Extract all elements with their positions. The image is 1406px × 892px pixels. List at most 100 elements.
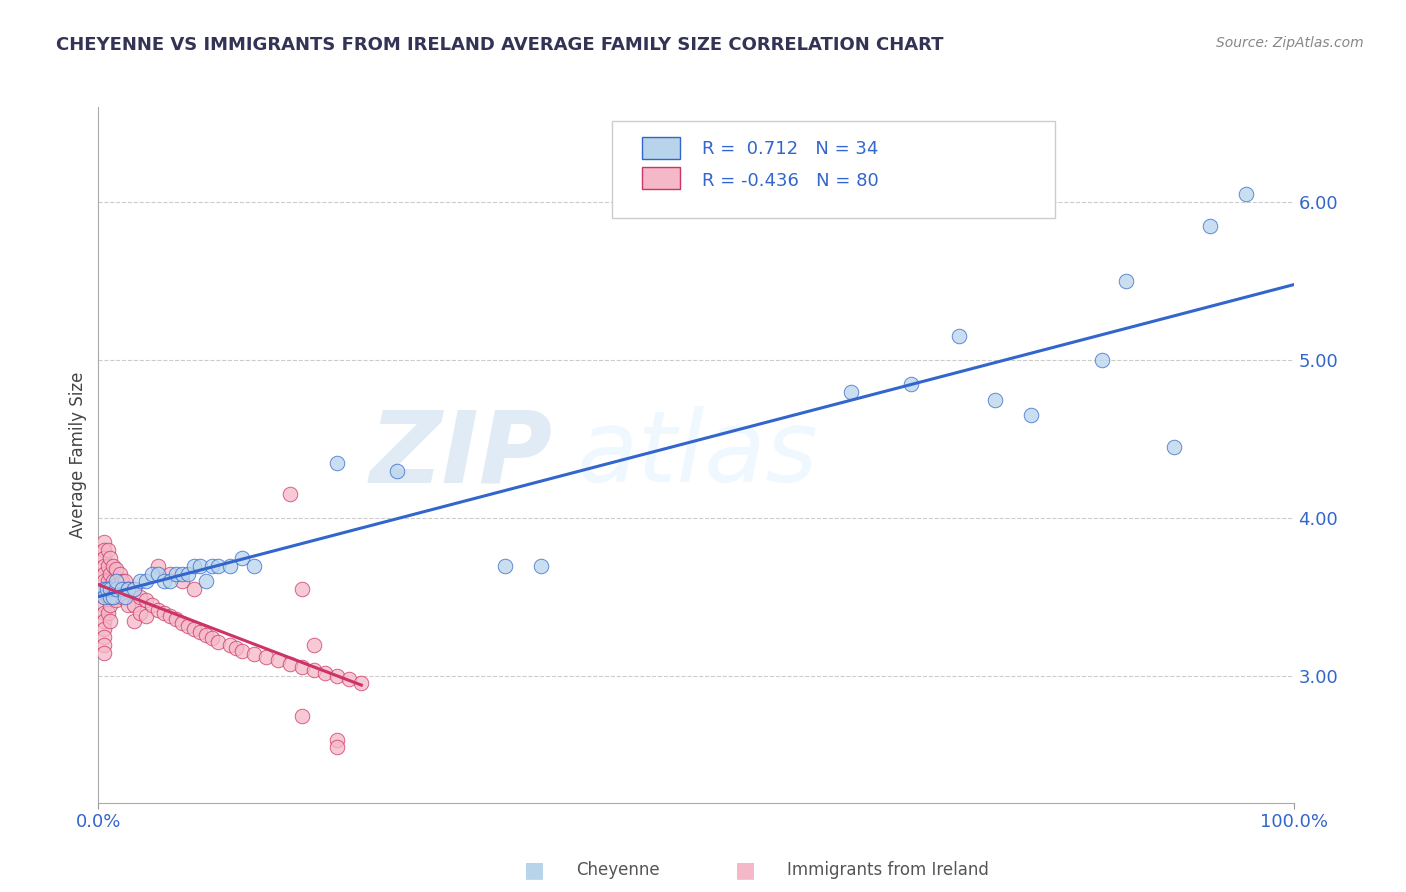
Point	[254, 650, 277, 665]
Point	[278, 487, 301, 501]
Point	[188, 558, 211, 573]
Text: Cheyenne: Cheyenne	[576, 861, 659, 879]
Point	[148, 566, 170, 581]
Point	[135, 574, 157, 589]
Text: R = -0.436   N = 80: R = -0.436 N = 80	[702, 172, 879, 190]
Point	[141, 566, 163, 581]
Point	[93, 542, 115, 557]
Point	[350, 675, 373, 690]
Point	[201, 558, 224, 573]
Point	[302, 663, 325, 677]
Text: ■: ■	[735, 860, 755, 880]
Point	[326, 740, 349, 755]
Point	[135, 609, 157, 624]
Point	[98, 591, 122, 605]
Point	[93, 591, 115, 605]
Point	[93, 638, 115, 652]
FancyBboxPatch shape	[613, 121, 1054, 219]
Point	[111, 591, 134, 605]
Point	[529, 558, 551, 573]
Point	[124, 614, 146, 628]
Point	[183, 622, 205, 636]
Point	[159, 609, 181, 624]
Point	[207, 634, 229, 648]
Point	[194, 574, 218, 589]
Point	[1019, 409, 1042, 423]
Point	[153, 606, 176, 620]
Point	[291, 708, 314, 723]
Point	[129, 591, 152, 605]
Point	[93, 574, 115, 589]
Point	[494, 558, 516, 573]
Point	[159, 566, 181, 581]
Point	[105, 582, 128, 597]
Point	[96, 582, 118, 597]
Point	[101, 558, 124, 573]
Point	[108, 566, 131, 581]
Point	[326, 456, 349, 470]
Point	[93, 606, 115, 620]
Point	[165, 612, 187, 626]
Bar	[643, 167, 681, 189]
Point	[339, 673, 360, 687]
Point	[101, 591, 124, 605]
Point	[93, 582, 115, 597]
Point	[984, 392, 1007, 407]
Point	[93, 646, 115, 660]
Point	[129, 574, 152, 589]
Point	[243, 647, 266, 661]
Point	[1115, 274, 1137, 288]
Point	[1163, 440, 1185, 454]
Point	[105, 593, 128, 607]
Point	[201, 632, 224, 646]
Point	[315, 666, 337, 681]
Point	[1091, 353, 1114, 368]
Point	[291, 582, 314, 597]
Text: atlas: atlas	[576, 407, 818, 503]
Point	[93, 566, 115, 581]
Point	[93, 591, 115, 605]
Point	[98, 614, 122, 628]
Point	[97, 558, 120, 573]
Point	[302, 638, 325, 652]
Point	[188, 625, 211, 640]
Point	[326, 669, 349, 683]
Point	[948, 329, 970, 343]
Point	[111, 574, 134, 589]
Point	[194, 628, 218, 642]
Point	[117, 598, 139, 612]
Point	[243, 558, 266, 573]
Point	[219, 638, 242, 652]
Point	[135, 593, 157, 607]
Point	[93, 550, 115, 565]
Point	[98, 566, 122, 581]
Point	[114, 574, 136, 589]
Point	[98, 550, 122, 565]
Point	[108, 582, 131, 597]
Point	[231, 550, 253, 565]
Text: Source: ZipAtlas.com: Source: ZipAtlas.com	[1216, 36, 1364, 50]
Point	[278, 657, 301, 671]
Y-axis label: Average Family Size: Average Family Size	[69, 372, 87, 538]
Point	[111, 582, 134, 597]
Point	[93, 598, 115, 612]
Point	[105, 577, 128, 591]
Point	[124, 582, 146, 597]
Point	[291, 660, 314, 674]
Point	[105, 574, 128, 589]
Point	[183, 582, 205, 597]
Point	[97, 574, 120, 589]
Point	[98, 598, 122, 612]
Point	[101, 574, 124, 589]
Point	[172, 566, 194, 581]
Point	[159, 574, 181, 589]
Point	[141, 598, 163, 612]
Point	[101, 591, 124, 605]
Point	[225, 640, 247, 655]
Point	[207, 558, 229, 573]
Point	[97, 591, 120, 605]
Point	[148, 603, 170, 617]
Text: ■: ■	[524, 860, 544, 880]
Point	[124, 598, 146, 612]
Point	[165, 566, 187, 581]
